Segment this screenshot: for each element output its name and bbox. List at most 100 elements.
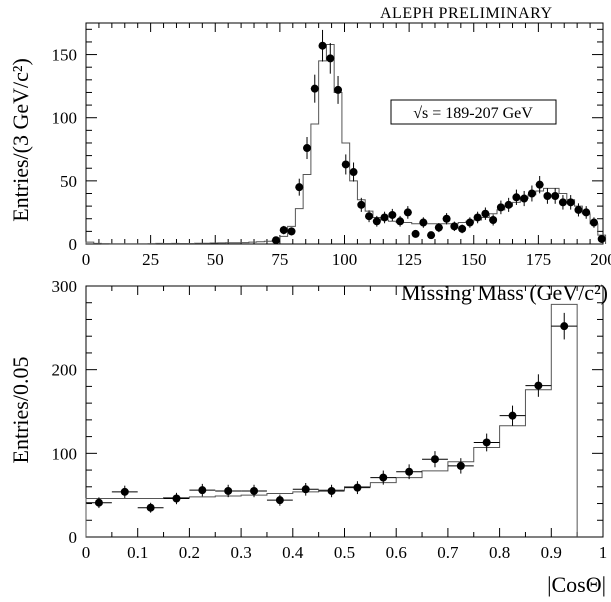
top-data-point	[271, 236, 280, 245]
top-data-point	[434, 223, 443, 232]
top-mc-histogram-line	[85, 43, 607, 245]
top-x-tick-label: 175	[526, 250, 552, 269]
bottom-data-point	[482, 438, 491, 447]
bottom-data-points	[86, 312, 578, 513]
top-y-tick-label: 50	[60, 172, 77, 191]
top-data-point	[504, 200, 513, 209]
top-data-point	[310, 84, 319, 93]
bottom-data-point	[534, 381, 543, 390]
bottom-data-point	[379, 473, 388, 482]
bottom-x-tick-label: 0.3	[230, 543, 251, 562]
top-data-point	[442, 214, 451, 223]
bottom-data-point	[146, 503, 155, 512]
bottom-data-point	[560, 322, 569, 331]
top-y-tick-label: 100	[52, 109, 78, 128]
energy-annotation-box	[390, 99, 557, 125]
top-data-point	[372, 217, 381, 226]
top-data-point	[543, 192, 552, 201]
top-y-axis-title: Entries/(3 GeV/c²)	[8, 58, 33, 222]
top-y-tick-label: 150	[52, 46, 78, 65]
bottom-data-point	[224, 486, 233, 495]
bottom-data-point	[405, 467, 414, 476]
bottom-y-tick-labels: 0 100 200 300	[52, 277, 78, 547]
top-data-point	[349, 168, 358, 177]
bottom-data-point	[456, 461, 465, 470]
top-data-point	[334, 85, 343, 94]
top-data-point	[326, 54, 335, 63]
top-x-tick-label: 200	[590, 250, 611, 269]
top-data-point	[512, 193, 521, 202]
bottom-y-tick-label: 100	[52, 444, 78, 463]
top-x-tick-label: 50	[207, 250, 224, 269]
top-data-point	[489, 216, 498, 225]
top-data-point	[558, 198, 567, 207]
bottom-x-tick-label: 0.2	[179, 543, 200, 562]
top-y-tick-labels: 0 50 100 150	[52, 46, 78, 254]
top-data-point	[365, 212, 374, 221]
top-data-point	[403, 208, 412, 217]
bottom-data-point	[430, 455, 439, 464]
bottom-y-tick-label: 0	[69, 528, 78, 547]
top-mc-histogram	[85, 43, 607, 245]
top-x-tick-label: 25	[142, 250, 159, 269]
top-data-point	[341, 160, 350, 169]
bottom-data-point	[353, 483, 362, 492]
bottom-x-tick-label: 0.4	[282, 543, 304, 562]
bottom-x-tick-label: 0.9	[541, 543, 562, 562]
top-x-tick-label: 75	[271, 250, 288, 269]
bottom-y-axis-title: Entries/0.05	[8, 357, 33, 464]
top-x-tick-label: 100	[332, 250, 358, 269]
top-data-point	[473, 213, 482, 222]
top-data-point	[411, 229, 420, 238]
bottom-y-tick-label: 300	[52, 277, 78, 296]
cos-theta-chart: 0 0.1 0.2 0.3 0.4 0.5 0.6 0.7 0.8 0.9 1 0 100 200 300…	[8, 277, 607, 597]
top-data-point	[496, 203, 505, 212]
top-data-point	[551, 192, 560, 201]
bottom-data-point	[275, 496, 284, 505]
aleph-preliminary-label: ALEPH PRELIMINARY	[380, 5, 553, 22]
top-data-point	[419, 218, 428, 227]
bottom-data-point	[172, 494, 181, 503]
top-data-point	[465, 218, 474, 227]
top-data-point	[357, 200, 366, 209]
top-data-point	[380, 213, 389, 222]
top-data-point	[318, 41, 327, 50]
bottom-x-axis-title: |CosΘ|	[547, 572, 606, 597]
top-data-point	[287, 227, 296, 236]
top-data-point	[458, 224, 467, 233]
bottom-x-tick-label: 1	[599, 543, 608, 562]
bottom-mc-histogram	[85, 303, 578, 537]
bottom-data-point	[301, 485, 310, 494]
bottom-data-point	[94, 498, 103, 507]
top-data-point	[589, 218, 598, 227]
top-x-tick-labels: 0 25 50 75 100 125 150 175 200	[82, 250, 611, 269]
top-data-points	[271, 29, 606, 245]
top-x-axis-title: Missing Mass (GeV/c²)	[401, 280, 608, 305]
top-data-point	[574, 205, 583, 214]
top-data-point	[582, 208, 591, 217]
top-y-tick-label: 0	[69, 235, 78, 254]
bottom-x-tick-label: 0.6	[386, 543, 407, 562]
bottom-x-tick-labels: 0 0.1 0.2 0.3 0.4 0.5 0.6 0.7 0.8 0.9 1	[82, 543, 608, 562]
top-data-point	[396, 217, 405, 226]
top-data-point	[450, 222, 459, 231]
top-plot-frame	[85, 22, 604, 245]
bottom-data-point	[120, 487, 129, 496]
top-data-point	[597, 234, 606, 243]
top-data-point	[481, 209, 490, 218]
top-data-point	[535, 180, 544, 189]
top-data-point	[295, 183, 304, 192]
bottom-y-tick-label: 200	[52, 361, 78, 380]
top-x-tick-label: 125	[396, 250, 422, 269]
top-x-tick-label: 150	[461, 250, 487, 269]
bottom-x-tick-label: 0.1	[127, 543, 148, 562]
top-data-point	[527, 189, 536, 198]
bottom-data-point	[327, 486, 336, 495]
bottom-data-point	[250, 486, 259, 495]
bottom-mc-histogram-line	[85, 303, 578, 537]
top-data-point	[427, 231, 436, 240]
energy-annotation: √s = 189-207 GeV	[413, 105, 533, 122]
bottom-x-tick-label: 0.5	[334, 543, 355, 562]
top-data-point	[279, 226, 288, 235]
